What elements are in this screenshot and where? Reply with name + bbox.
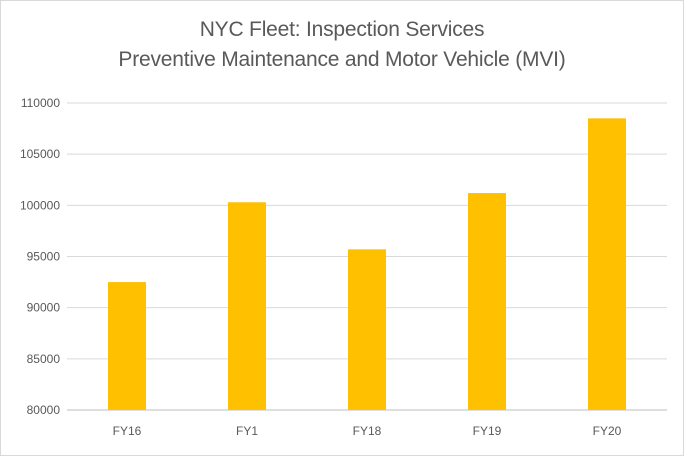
bar xyxy=(108,282,146,410)
y-tick-label: 85000 xyxy=(27,352,61,366)
y-tick-label: 105000 xyxy=(20,147,60,161)
x-tick-label: FY18 xyxy=(353,424,382,438)
y-tick-label: 100000 xyxy=(20,198,60,212)
bar xyxy=(468,193,506,410)
bar xyxy=(588,118,626,410)
chart-title: NYC Fleet: Inspection Services xyxy=(199,18,485,41)
x-tick-label: FY1 xyxy=(236,424,258,438)
x-tick-label: FY16 xyxy=(113,424,142,438)
x-tick-label: FY20 xyxy=(593,424,622,438)
bar xyxy=(228,202,266,410)
y-tick-label: 110000 xyxy=(21,96,60,110)
chart-title-block: NYC Fleet: Inspection Services Preventiv… xyxy=(1,15,683,75)
y-tick-label: 80000 xyxy=(27,403,61,417)
y-tick-label: 90000 xyxy=(27,301,61,315)
bar xyxy=(348,249,386,410)
chart-subtitle: Preventive Maintenance and Motor Vehicle… xyxy=(118,48,566,71)
y-tick-label: 95000 xyxy=(27,250,61,264)
x-tick-label: FY19 xyxy=(473,424,502,438)
